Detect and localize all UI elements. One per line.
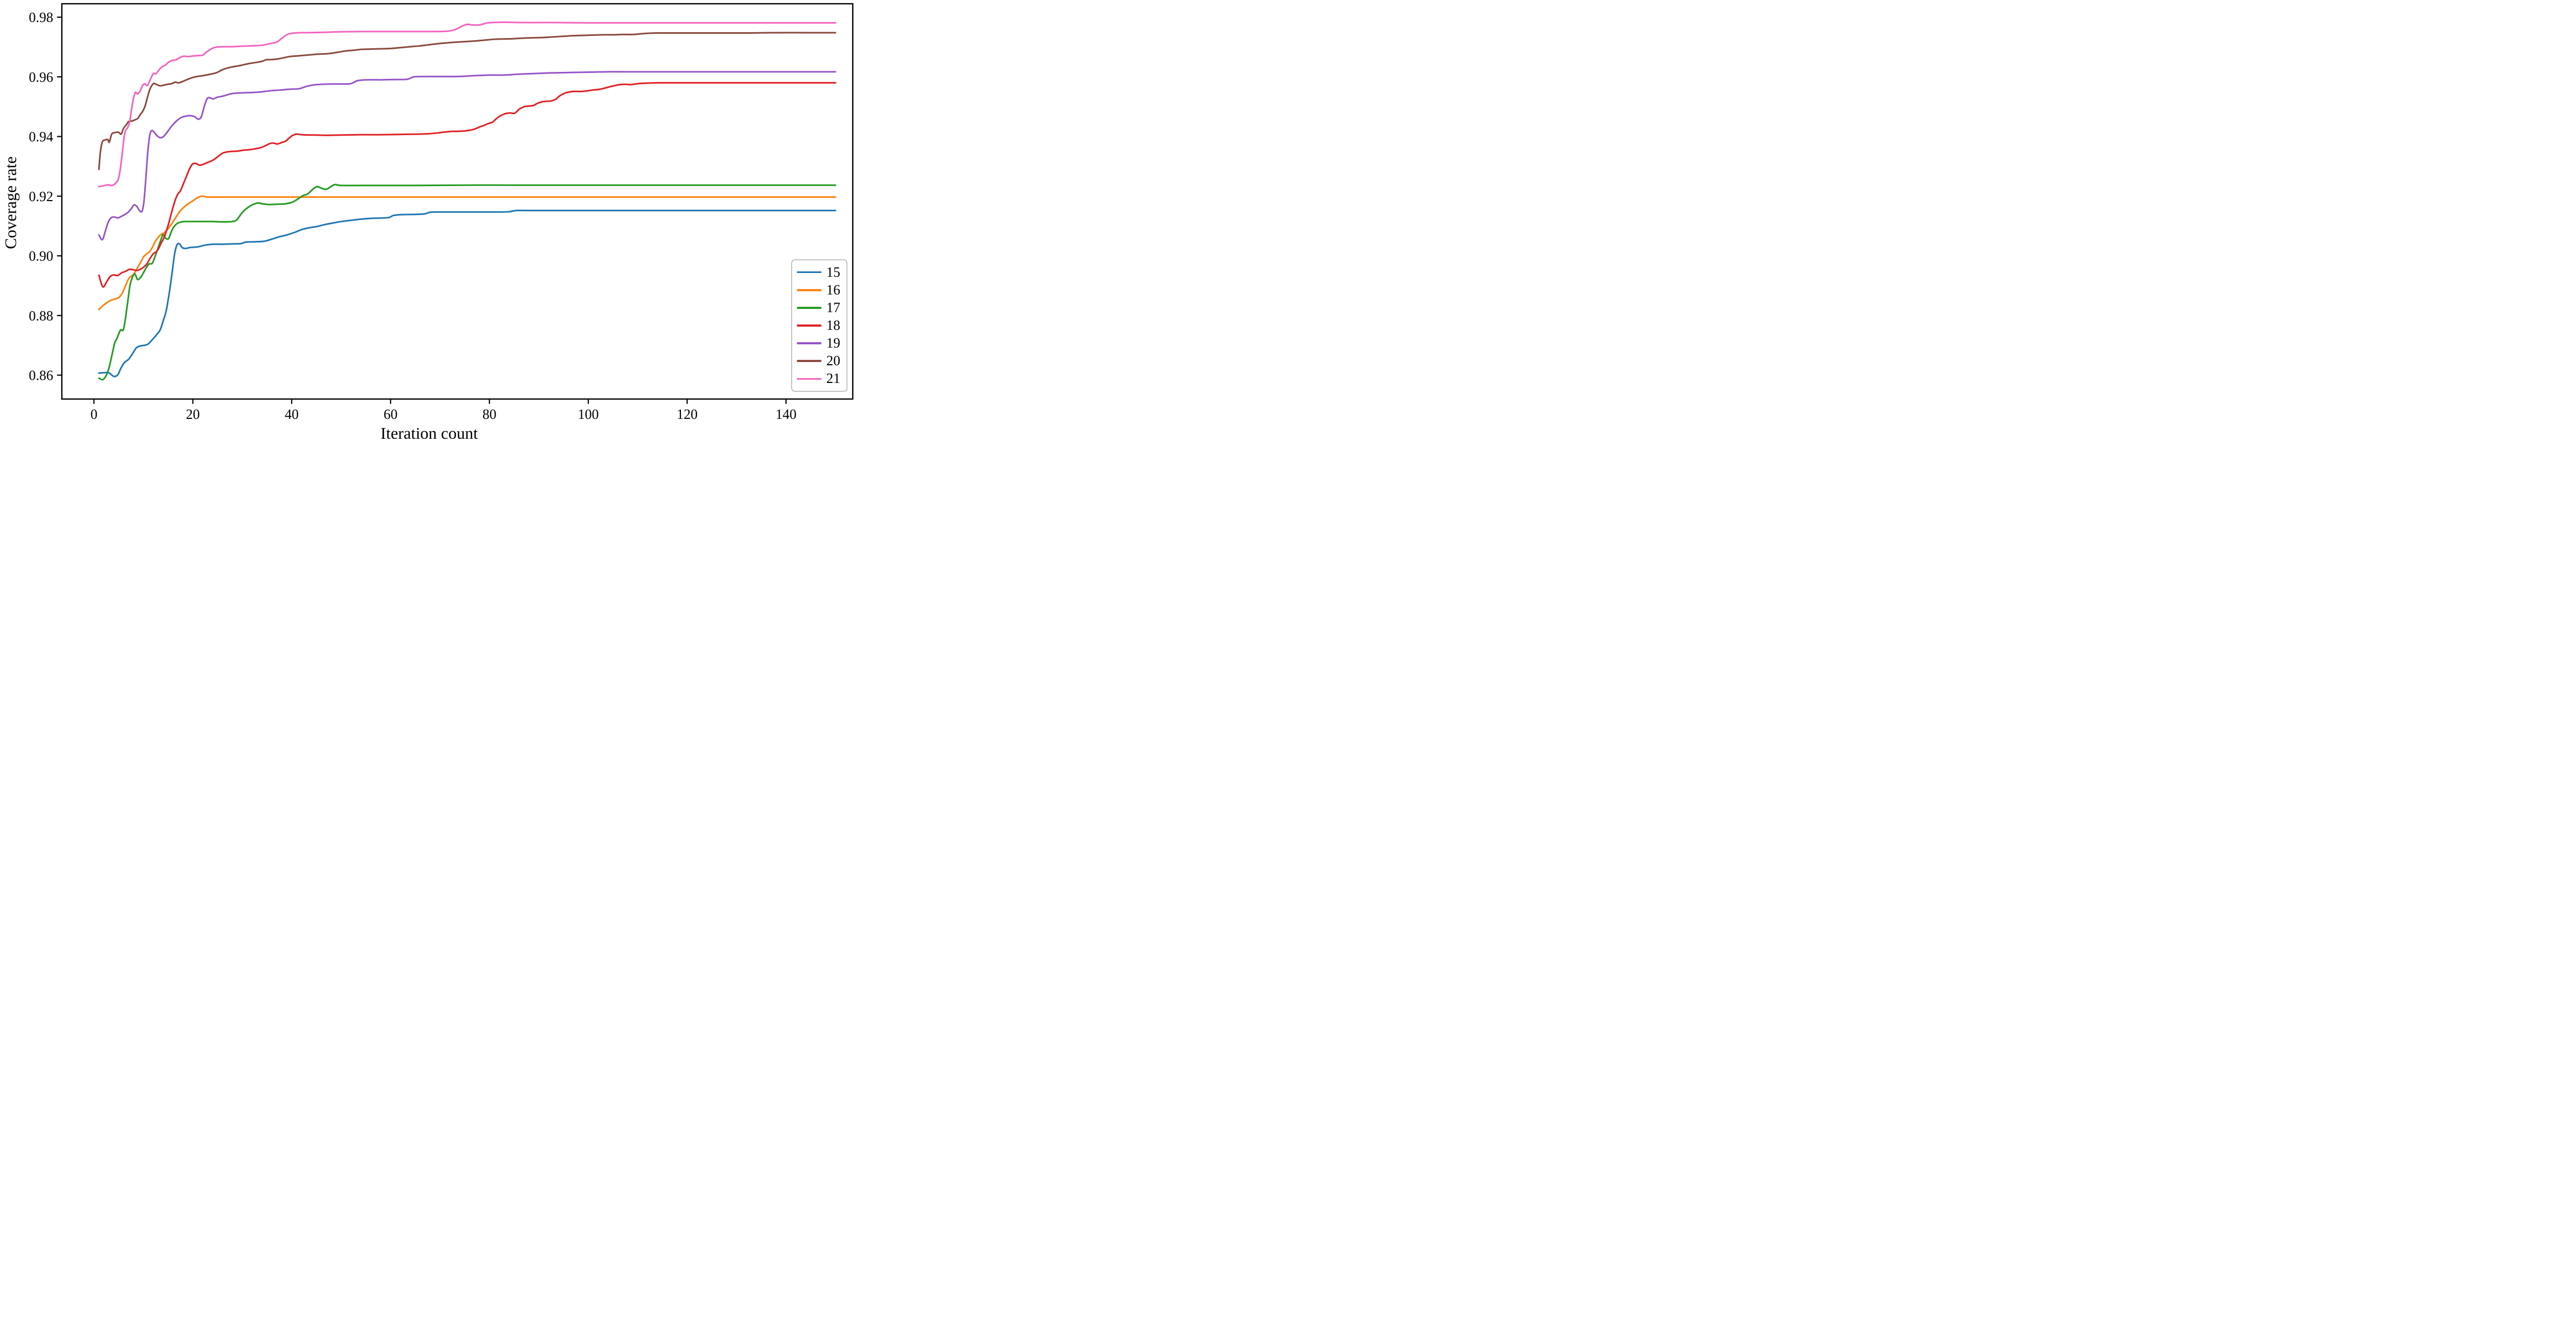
series-line-18	[98, 82, 837, 288]
x-tick-label: 140	[775, 407, 796, 422]
legend-line-sample	[797, 271, 821, 274]
x-axis-title: Iteration count	[380, 424, 478, 442]
legend-row: 21	[797, 371, 842, 387]
x-tick-label: 0	[91, 407, 98, 422]
legend-row: 19	[797, 335, 842, 351]
legend-line-sample	[797, 342, 821, 344]
legend-label: 19	[826, 335, 840, 351]
y-tick-label: 0.86	[29, 368, 54, 383]
x-tick-label: 20	[186, 407, 200, 422]
legend-line-sample	[797, 307, 821, 309]
series-line-20	[98, 32, 837, 171]
y-tick-label: 0.88	[29, 308, 54, 323]
legend-label: 21	[826, 371, 840, 387]
legend-row: 17	[797, 300, 842, 316]
legend-row: 20	[797, 353, 842, 369]
legend-line-sample	[797, 378, 821, 380]
x-tick-label: 80	[483, 407, 497, 422]
series-line-16	[98, 195, 837, 311]
legend-label: 17	[826, 299, 840, 315]
legend-label: 20	[826, 353, 840, 369]
legend-line-sample	[797, 324, 821, 327]
legend-row: 18	[797, 318, 842, 334]
y-axis-title: Coverage rate	[1, 156, 20, 249]
y-tick-label: 0.96	[29, 69, 54, 85]
x-tick-label: 120	[677, 407, 698, 422]
figure: 0 20 40 60 80 100 120 140 0.86 0.88 0.90 0.92 0.94 0.…	[0, 0, 858, 448]
legend-row: 16	[797, 282, 842, 298]
series-line-21	[98, 21, 837, 188]
legend: 15 16 17 18 19 20 21	[791, 260, 847, 392]
legend-line-sample	[797, 289, 821, 291]
legend-label: 16	[826, 282, 840, 298]
legend-label: 15	[826, 264, 840, 280]
series-line-19	[98, 71, 837, 241]
legend-label: 18	[826, 317, 840, 333]
axes-frame	[61, 3, 854, 400]
legend-line-sample	[797, 360, 821, 363]
x-tick-label: 60	[383, 407, 397, 422]
y-tick-label: 0.90	[29, 248, 54, 264]
series-line-17	[98, 183, 837, 381]
y-tick-label: 0.92	[29, 189, 54, 204]
legend-row: 15	[797, 264, 842, 281]
series-line-15	[98, 209, 837, 378]
line-chart: 0 20 40 60 80 100 120 140 0.86 0.88 0.90 0.92 0.94 0.…	[29, 3, 854, 422]
x-tick-label: 100	[578, 407, 599, 422]
x-tick-label: 40	[285, 407, 299, 422]
y-tick-label: 0.98	[29, 10, 54, 25]
y-tick-label: 0.94	[29, 129, 54, 145]
